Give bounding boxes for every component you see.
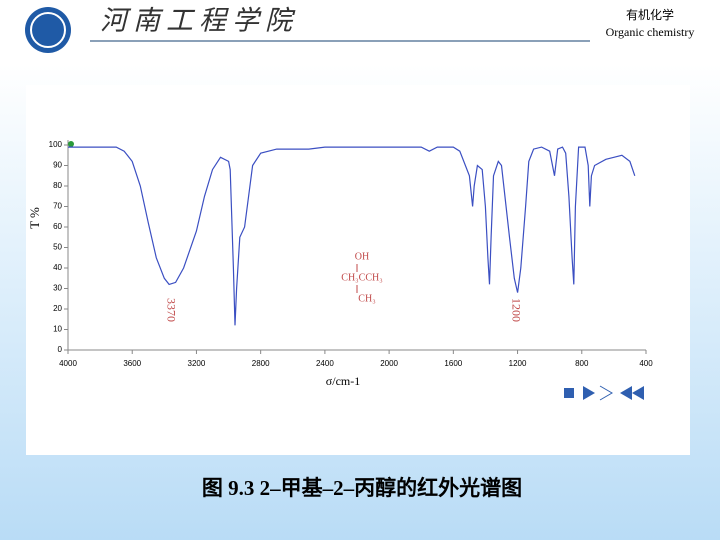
structure-text: CH₃CCH₃: [341, 272, 382, 283]
nav-prev[interactable]: [620, 386, 632, 400]
y-tick-label: 90: [53, 161, 62, 170]
caption: 图 9.3 2–甲基–2–丙醇的红外光谱图: [202, 476, 522, 500]
y-tick-label: 60: [53, 222, 62, 231]
nav-next[interactable]: [583, 386, 595, 400]
nav-end[interactable]: [599, 385, 613, 401]
y-tick-label: 30: [53, 284, 62, 293]
x-tick-label: 2400: [316, 359, 334, 368]
x-tick-label: 1600: [444, 359, 462, 368]
peak-label: 1200: [509, 298, 523, 322]
peak-label: 3370: [164, 298, 178, 322]
y-tick-label: 70: [53, 202, 62, 211]
spectrum-line: [68, 146, 636, 326]
course-name: 有机化学: [626, 7, 674, 22]
nav-first[interactable]: [632, 386, 644, 400]
y-tick-label: 50: [53, 243, 62, 252]
y-tick-label: 20: [53, 304, 62, 313]
logo-ring: [30, 12, 66, 48]
origin-dot: [68, 141, 74, 147]
nav-buttons[interactable]: [564, 385, 644, 401]
x-tick-label: 1200: [509, 359, 527, 368]
chart-panel: [26, 85, 690, 455]
x-tick-label: 400: [639, 359, 653, 368]
y-tick-label: 0: [58, 345, 63, 354]
header-rule: [90, 40, 590, 42]
nav-stop[interactable]: [564, 388, 574, 398]
x-tick-label: 3600: [123, 359, 141, 368]
y-axis-label: T %: [27, 207, 42, 229]
y-tick-label: 10: [53, 325, 62, 334]
x-axis-label: σ/cm-1: [326, 374, 360, 388]
course-name-en: Organic chemistry: [606, 25, 695, 39]
school-name: 河南工程学院: [100, 6, 298, 37]
x-tick-label: 2800: [252, 359, 270, 368]
y-tick-label: 80: [53, 181, 62, 190]
x-tick-label: 2000: [380, 359, 398, 368]
y-tick-label: 40: [53, 263, 62, 272]
structure-text: CH₃: [358, 293, 375, 304]
x-tick-label: 800: [575, 359, 589, 368]
x-tick-label: 3200: [188, 359, 206, 368]
y-tick-label: 100: [49, 140, 63, 149]
x-tick-label: 4000: [59, 359, 77, 368]
structure-text: OH: [355, 251, 369, 262]
